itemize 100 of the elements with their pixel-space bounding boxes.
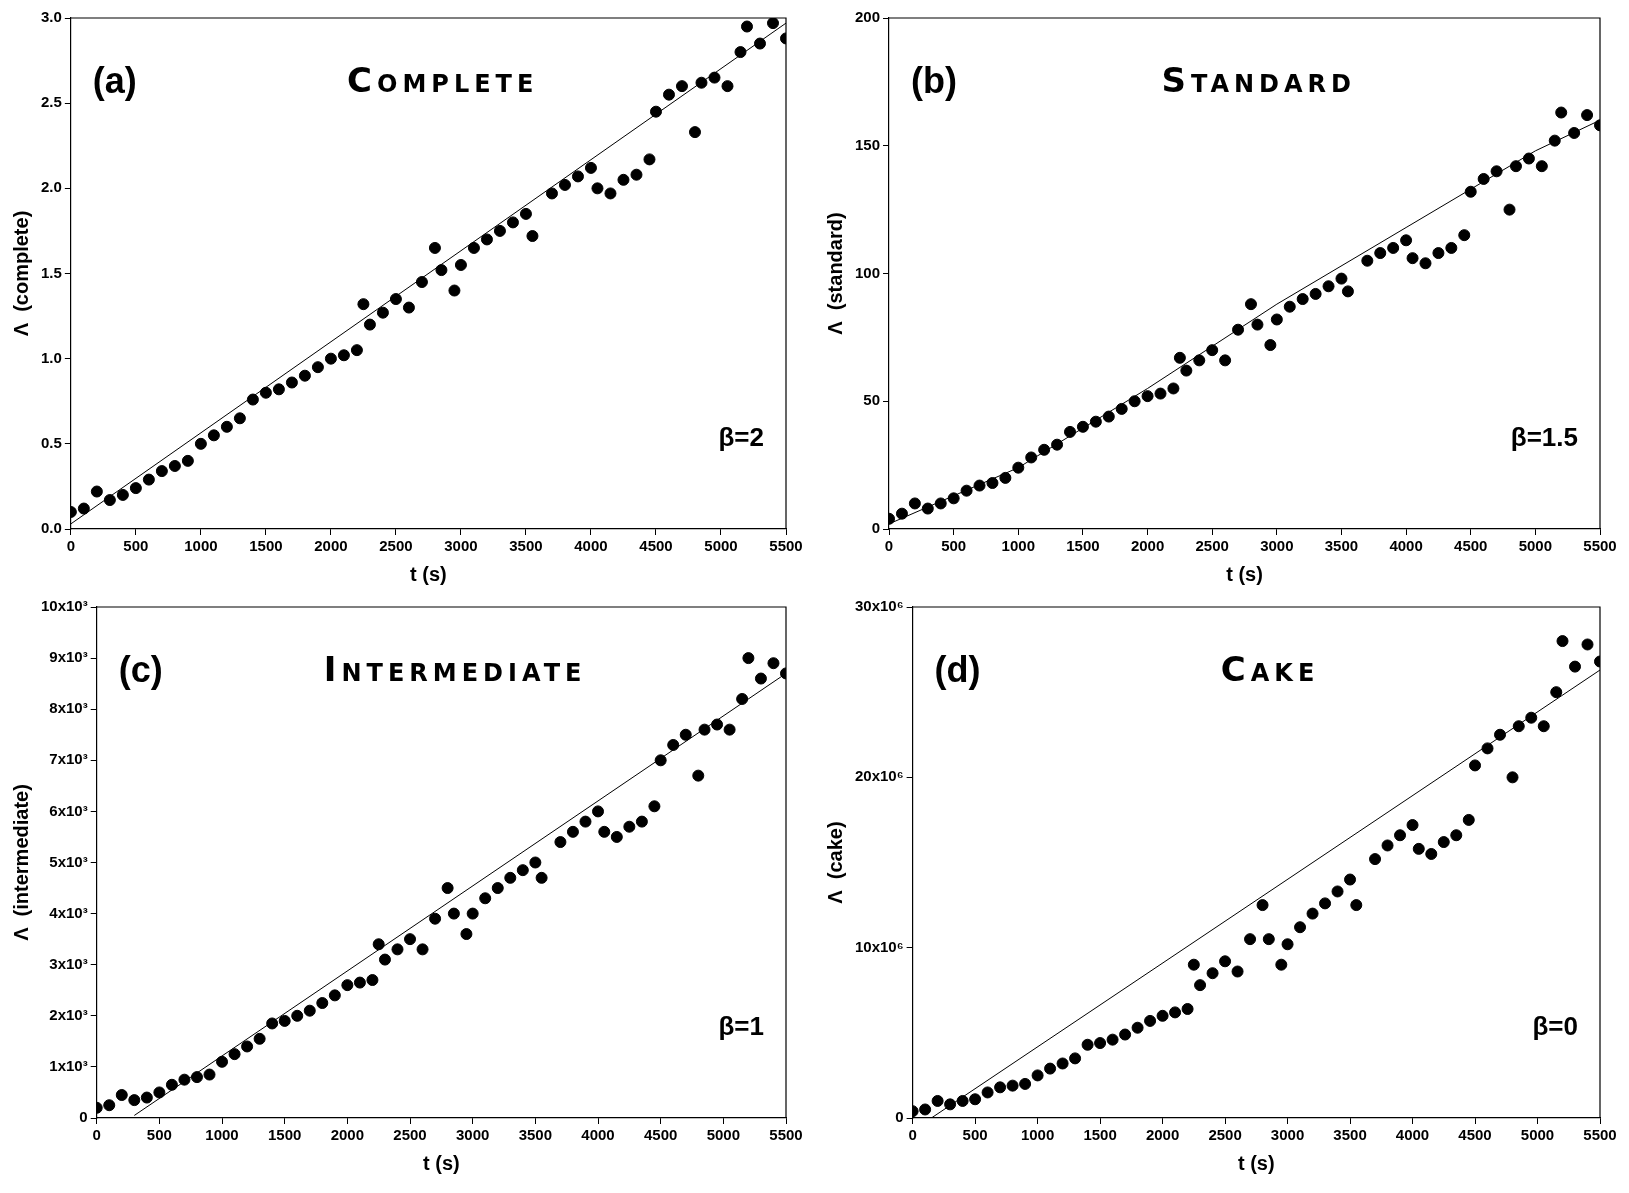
point [708,71,721,84]
point [1006,1079,1019,1092]
y-axis-title: Λ (cake) [823,821,846,904]
point [228,1048,241,1061]
point [1193,354,1206,367]
x-tick-label: 1000 [1020,1126,1055,1144]
point [429,912,442,925]
x-tick-label: 2000 [330,1126,365,1144]
point [526,230,539,243]
point [1115,402,1128,415]
y-tick-label: 1x10³ [49,1057,88,1075]
point [428,241,441,254]
point [1128,395,1141,408]
point [1275,958,1288,971]
point [1369,853,1382,866]
point [688,126,701,139]
point [1458,229,1471,242]
point [1169,1006,1182,1019]
point [1056,1057,1069,1070]
annotation: β=1 [718,1011,764,1042]
point [454,258,467,271]
point [376,306,389,319]
y-tick-label: 150 [855,135,881,153]
point [1296,293,1309,306]
point [1344,873,1357,886]
point [372,938,385,951]
point [194,437,207,450]
point [311,361,324,374]
point [1206,344,1219,357]
point [1503,203,1516,216]
point [675,80,688,93]
annotation: (a) [92,59,137,101]
point [1331,885,1344,898]
point [1512,720,1525,733]
y-tick-label: 30x10⁶ [854,597,904,615]
point [1038,443,1051,456]
annotation: (b) [911,59,957,101]
point [1556,635,1569,648]
x-tick-label: 4000 [581,1126,615,1144]
x-tick-label: 5000 [706,1126,741,1144]
x-tick-label: 3500 [1324,537,1359,555]
x-tick-label: 4000 [574,537,608,555]
point [328,989,341,1002]
x-tick-label: 1000 [205,1126,239,1144]
point [667,738,680,751]
point [190,1071,203,1084]
point [1569,660,1581,673]
point [1025,451,1038,464]
point [1490,165,1503,178]
point [241,1040,254,1053]
point [353,976,366,989]
point [493,224,506,237]
point [698,723,711,736]
x-axis-title: t (s) [1237,1151,1275,1174]
point [1419,257,1432,270]
point [1425,847,1438,860]
point [1568,126,1581,139]
point [324,352,337,365]
point [1012,461,1025,474]
point [1173,351,1186,364]
x-tick-label: 5500 [769,1126,803,1144]
point [1251,318,1264,331]
point [1374,247,1387,260]
y-tick-label: 0 [895,1108,904,1126]
point [1283,300,1296,313]
point [986,477,999,490]
point [1537,720,1550,733]
point [155,465,168,478]
point [554,836,567,849]
point [479,892,492,905]
point [579,815,592,828]
point [535,871,548,884]
point [1051,438,1064,451]
x-tick-label: 2500 [1208,1126,1242,1144]
point [1494,728,1507,741]
point [1581,638,1594,651]
x-tick-label: 3000 [444,537,478,555]
point [1076,420,1089,433]
x-tick-label: 1500 [1066,537,1100,555]
annotation: (c) [118,648,163,690]
point [1581,109,1594,122]
point [610,830,623,843]
point [598,825,611,838]
point [153,1086,166,1099]
point [350,344,363,357]
annotation: β=0 [1532,1011,1578,1042]
point [1381,839,1394,852]
point [1550,686,1563,699]
x-tick-label: 1500 [268,1126,302,1144]
point [1206,967,1219,980]
x-tick-label: 5500 [1583,1126,1617,1144]
point [1281,938,1294,951]
point [895,507,908,520]
point [415,276,428,289]
point [736,692,749,705]
point [679,728,692,741]
point [1341,285,1354,298]
point [460,928,473,941]
y-tick-label: 6x10³ [49,801,88,819]
point [1548,134,1561,147]
